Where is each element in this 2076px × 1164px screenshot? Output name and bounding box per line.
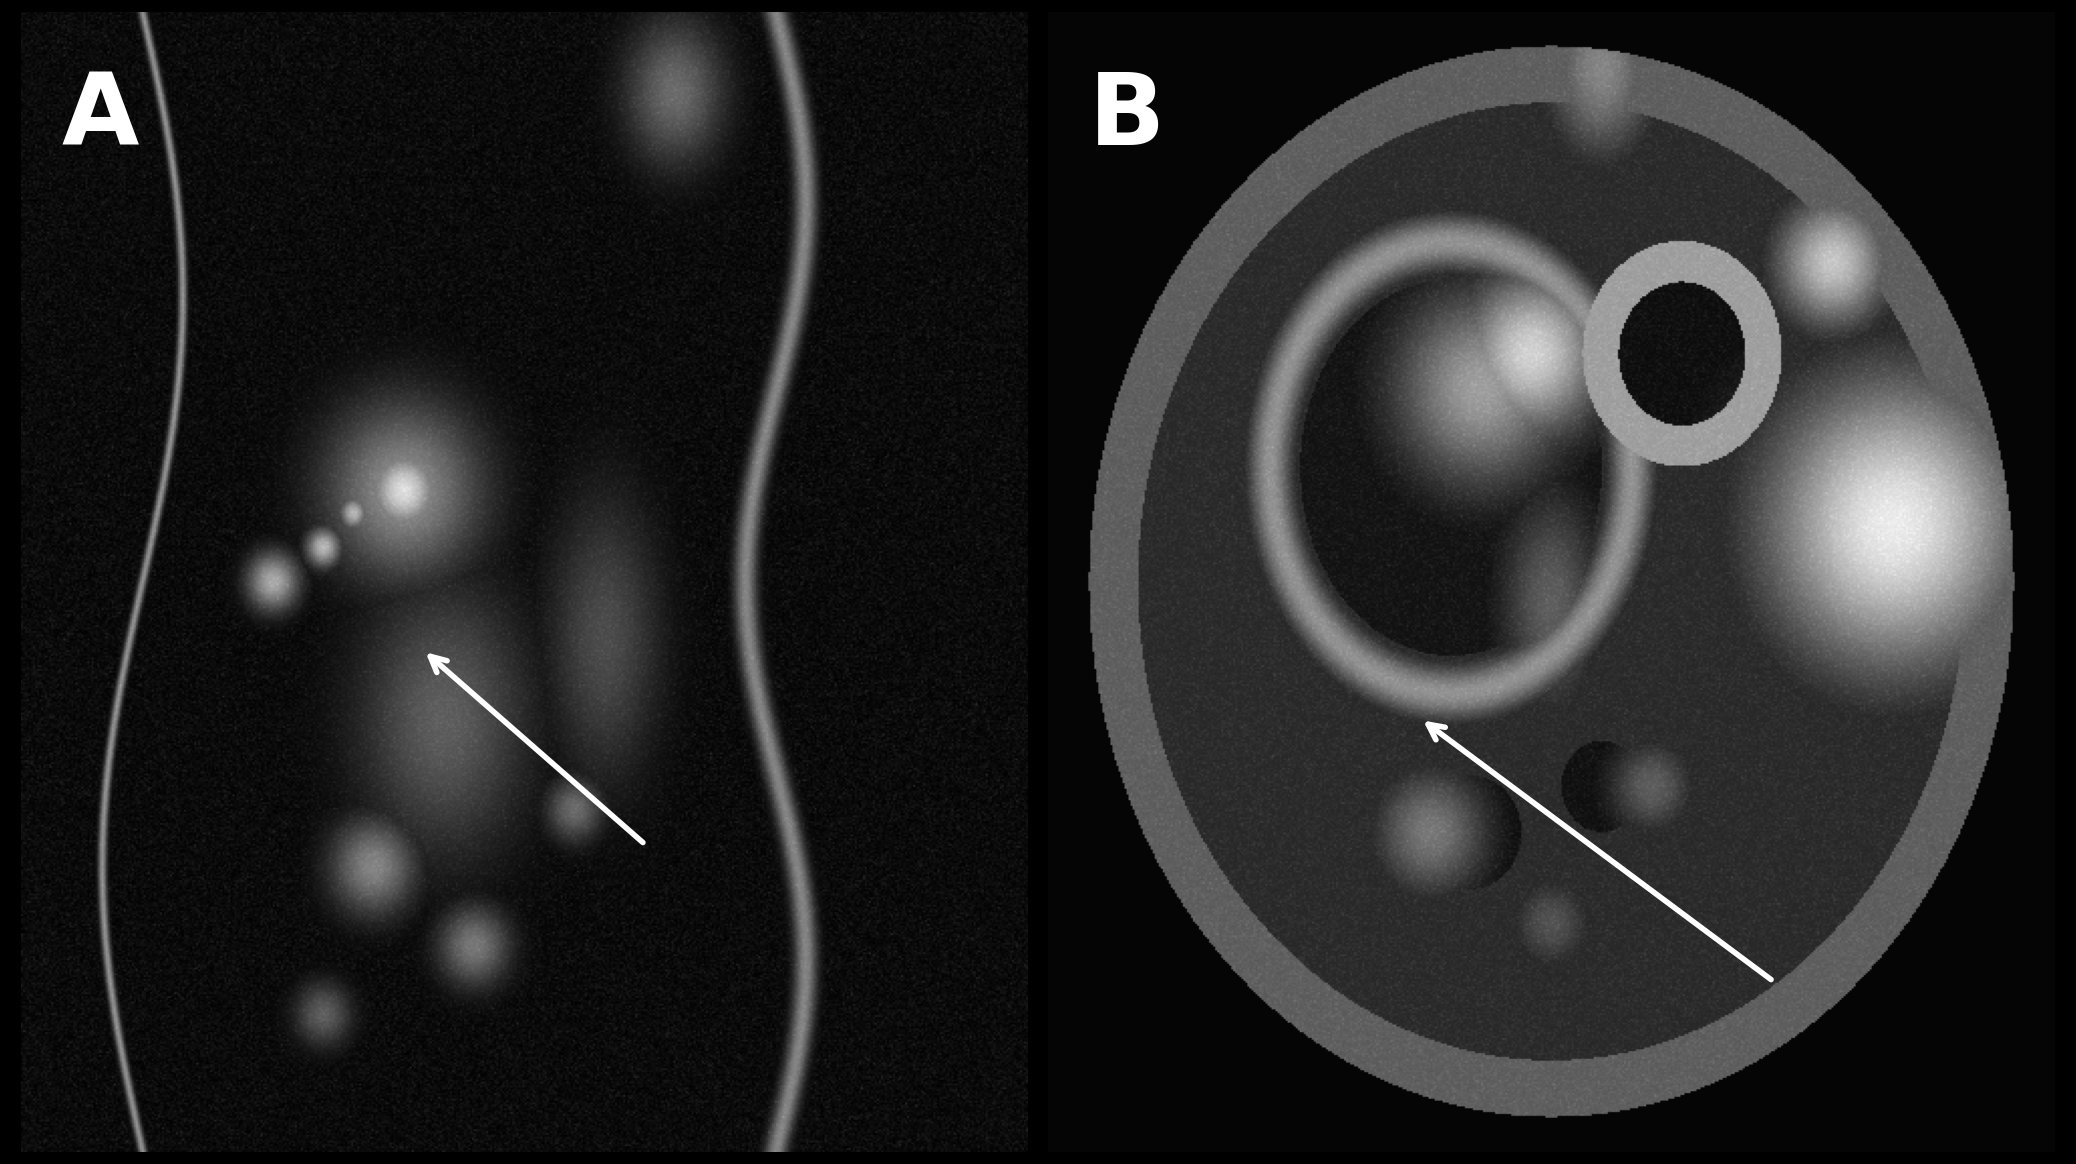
Text: A: A [60,69,139,165]
Text: B: B [1088,69,1165,165]
